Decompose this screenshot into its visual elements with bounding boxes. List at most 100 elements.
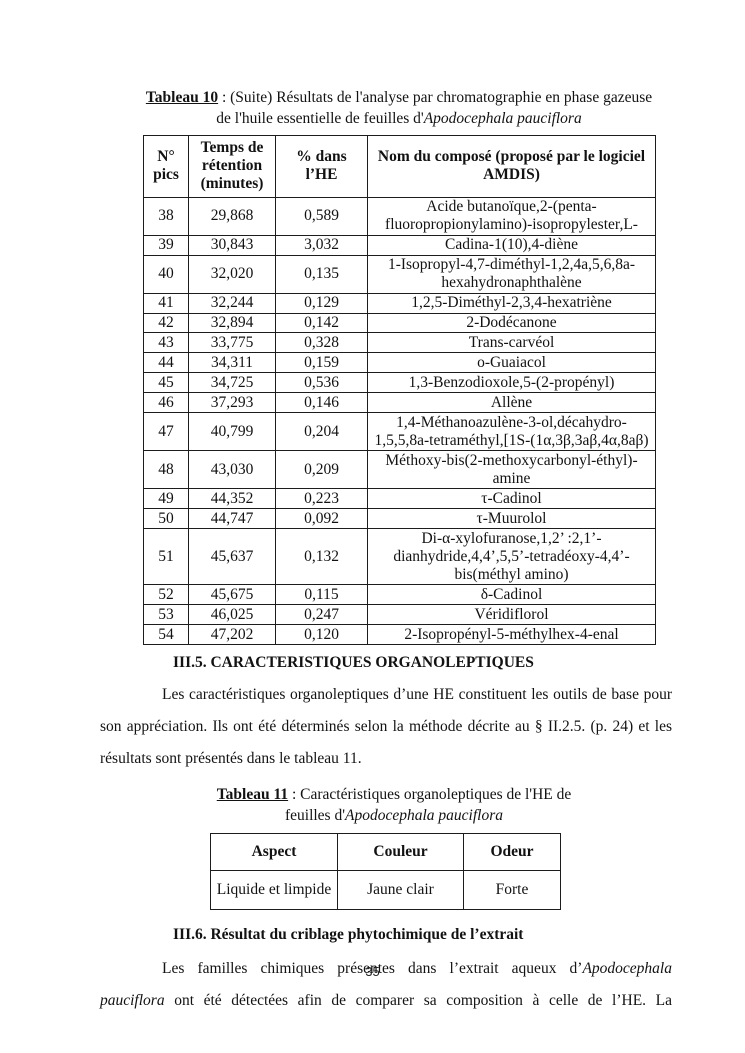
table10-body: 38 29,868 0,589 Acide butanoïque,2-(pent… bbox=[143, 196, 656, 645]
cell-peak-number: 46 bbox=[143, 392, 189, 414]
table10-header-row: N° pics Temps de rétention (minutes) % d… bbox=[143, 134, 656, 198]
table-row: 47 40,799 0,204 1,4-Méthanoazulène-3-ol,… bbox=[143, 412, 656, 452]
table-row: 39 30,843 3,032 Cadina-1(10),4-diène bbox=[143, 234, 656, 256]
table11-caption-label: Tableau 11 bbox=[216, 785, 289, 803]
cell-percent-he: 0,115 bbox=[275, 584, 368, 606]
cell-percent-he: 0,328 bbox=[275, 332, 368, 354]
cell-compound-name: τ-Cadinol bbox=[367, 488, 656, 510]
cell-peak-number: 47 bbox=[143, 412, 189, 452]
cell-compound-name: 1,4-Méthanoazulène-3-ol,décahydro-1,5,5,… bbox=[367, 412, 656, 452]
cell-compound-name: Acide butanoïque,2-(penta-fluoropropiony… bbox=[367, 196, 656, 236]
table11-caption-text: : Caractéristiques organoleptiques de l'… bbox=[284, 785, 572, 824]
cell-peak-number: 38 bbox=[143, 196, 189, 236]
header-peak-number: N° pics bbox=[143, 134, 189, 198]
table-row: 42 32,894 0,142 2-Dodécanone bbox=[143, 312, 656, 334]
table10-caption-label: Tableau 10 bbox=[145, 89, 219, 106]
cell-compound-name: 1,3-Benzodioxole,5-(2-propényl) bbox=[367, 372, 656, 394]
cell-compound-name: Trans-carvéol bbox=[367, 332, 656, 354]
table10-caption-text: : (Suite) Résultats de l'analyse par chr… bbox=[216, 89, 653, 127]
para6-text-after: ont été détectées afin de comparer sa co… bbox=[164, 991, 672, 1009]
table-row: 51 45,637 0,132 Di-α-xylofuranose,1,2’ :… bbox=[143, 528, 656, 586]
para6-species: Apodocephala pauciflora bbox=[100, 959, 672, 1009]
cell-percent-he: 0,223 bbox=[275, 488, 368, 510]
cell-peak-number: 40 bbox=[143, 254, 189, 294]
cell-percent-he: 0,159 bbox=[275, 352, 368, 374]
cell-retention-time: 46,025 bbox=[188, 604, 276, 625]
cell-peak-number: 42 bbox=[143, 312, 189, 334]
table11-caption-species: Apodocephala pauciflora bbox=[345, 806, 504, 824]
table11-caption: Tableau 11 : Caractéristiques organolept… bbox=[194, 785, 594, 827]
cell-peak-number: 50 bbox=[143, 508, 189, 530]
cell-retention-time: 34,725 bbox=[188, 372, 276, 394]
table-row: 44 34,311 0,159 o-Guaiacol bbox=[143, 352, 656, 374]
table-row: 38 29,868 0,589 Acide butanoïque,2-(pent… bbox=[143, 196, 656, 236]
cell-percent-he: 0,536 bbox=[275, 372, 368, 394]
cell-retention-time: 33,775 bbox=[188, 332, 276, 354]
cell-retention-time: 45,675 bbox=[188, 584, 276, 606]
table-row: 52 45,675 0,115 δ-Cadinol bbox=[143, 584, 656, 606]
cell-percent-he: 0,092 bbox=[275, 508, 368, 530]
header-percent-he: % dans l’HE bbox=[275, 134, 368, 198]
table-row: 43 33,775 0,328 Trans-carvéol bbox=[143, 332, 656, 354]
cell-retention-time: 32,894 bbox=[188, 312, 276, 334]
cell-peak-number: 52 bbox=[143, 584, 189, 606]
cell-odeur: Forte bbox=[463, 869, 561, 910]
cell-peak-number: 39 bbox=[143, 234, 189, 256]
cell-retention-time: 43,030 bbox=[188, 450, 276, 490]
cell-compound-name: τ-Muurolol bbox=[367, 508, 656, 530]
table-row: 41 32,244 0,129 1,2,5-Diméthyl-2,3,4-hex… bbox=[143, 292, 656, 314]
cell-peak-number: 51 bbox=[143, 528, 189, 586]
cell-compound-name: 2-Dodécanone bbox=[367, 312, 656, 334]
cell-peak-number: 43 bbox=[143, 332, 189, 354]
cell-compound-name: Allène bbox=[367, 392, 656, 414]
cell-compound-name: o-Guaiacol bbox=[367, 352, 656, 374]
cell-compound-name: 1-Isopropyl-4,7-diméthyl-1,2,4a,5,6,8a-h… bbox=[367, 254, 656, 294]
table11: Aspect Couleur Odeur Liquide et limpide … bbox=[210, 832, 561, 910]
table-row: 48 43,030 0,209 Méthoxy-bis(2-methoxycar… bbox=[143, 450, 656, 490]
cell-percent-he: 0,204 bbox=[275, 412, 368, 452]
cell-retention-time: 32,020 bbox=[188, 254, 276, 294]
table-row: 54 47,202 0,120 2-Isopropényl-5-méthylhe… bbox=[143, 624, 656, 645]
cell-retention-time: 47,202 bbox=[188, 624, 276, 645]
cell-peak-number: 45 bbox=[143, 372, 189, 394]
header-retention-time: Temps de rétention (minutes) bbox=[188, 134, 276, 198]
cell-compound-name: Di-α-xylofuranose,1,2’ :2,1’-dianhydride… bbox=[367, 528, 656, 586]
cell-percent-he: 0,142 bbox=[275, 312, 368, 334]
cell-peak-number: 44 bbox=[143, 352, 189, 374]
cell-percent-he: 0,132 bbox=[275, 528, 368, 586]
cell-compound-name: 1,2,5-Diméthyl-2,3,4-hexatriène bbox=[367, 292, 656, 314]
cell-retention-time: 32,244 bbox=[188, 292, 276, 314]
cell-couleur: Jaune clair bbox=[337, 869, 464, 910]
cell-peak-number: 54 bbox=[143, 624, 189, 645]
cell-percent-he: 3,032 bbox=[275, 234, 368, 256]
cell-percent-he: 0,589 bbox=[275, 196, 368, 236]
para6-text-before: Les familles chimiques présentes dans l’… bbox=[162, 959, 583, 977]
page-number: 35 bbox=[365, 964, 380, 979]
cell-compound-name: Méthoxy-bis(2-methoxycarbonyl-éthyl)-ami… bbox=[367, 450, 656, 490]
header-odeur: Odeur bbox=[463, 832, 561, 871]
section-iii5-paragraph: Les caractéristiques organoleptiques d’u… bbox=[100, 685, 672, 767]
cell-percent-he: 0,120 bbox=[275, 624, 368, 645]
cell-retention-time: 40,799 bbox=[188, 412, 276, 452]
cell-retention-time: 29,868 bbox=[188, 196, 276, 236]
table10-caption-species: Apodocephala pauciflora bbox=[423, 109, 582, 127]
cell-compound-name: δ-Cadinol bbox=[367, 584, 656, 606]
section-heading-iii5: III.5. CARACTERISTIQUES ORGANOLEPTIQUES bbox=[173, 653, 534, 671]
table-row: 50 44,747 0,092 τ-Muurolol bbox=[143, 508, 656, 530]
cell-retention-time: 34,311 bbox=[188, 352, 276, 374]
table10: N° pics Temps de rétention (minutes) % d… bbox=[143, 134, 656, 645]
cell-compound-name: Véridiflorol bbox=[367, 604, 656, 625]
cell-compound-name: Cadina-1(10),4-diène bbox=[367, 234, 656, 256]
cell-percent-he: 0,146 bbox=[275, 392, 368, 414]
cell-percent-he: 0,129 bbox=[275, 292, 368, 314]
cell-peak-number: 49 bbox=[143, 488, 189, 510]
cell-peak-number: 48 bbox=[143, 450, 189, 490]
table11-header-row: Aspect Couleur Odeur bbox=[210, 832, 561, 871]
table-row: 53 46,025 0,247 Véridiflorol bbox=[143, 604, 656, 625]
section-iii6-paragraph: Les familles chimiques présentes dans l’… bbox=[100, 953, 672, 1017]
cell-retention-time: 44,352 bbox=[188, 488, 276, 510]
cell-retention-time: 30,843 bbox=[188, 234, 276, 256]
header-compound-name: Nom du composé (proposé par le logiciel … bbox=[367, 134, 656, 198]
cell-peak-number: 53 bbox=[143, 604, 189, 625]
cell-aspect: Liquide et limpide bbox=[210, 869, 338, 910]
